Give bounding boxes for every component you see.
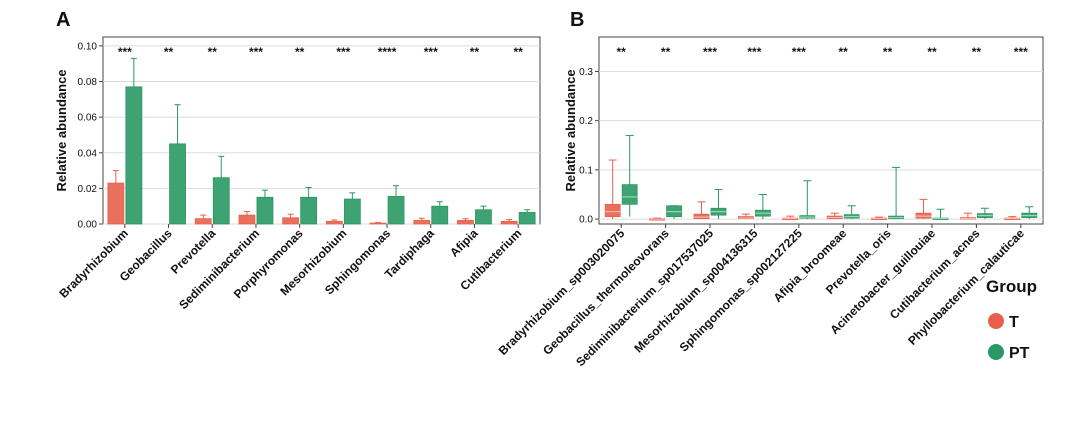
box-t [649,217,665,221]
legend-label-pt: PT [1009,345,1030,362]
legend-swatch-pt [988,344,1004,360]
significance-a: ** [513,45,523,59]
box-body [604,203,621,218]
y-tick-label-a: 0.06 [78,113,98,124]
significance-a: ** [164,45,174,59]
box-t [782,215,799,220]
bar-pt [518,212,536,225]
legend-title: Group [986,277,1037,296]
box-t [738,213,754,220]
y-tick-label-a: 0.02 [78,184,98,195]
significance-b: *** [703,45,717,59]
box-t [1004,216,1021,220]
bar-t [369,222,387,225]
significance-a: ** [470,45,480,59]
plot-area-a [102,36,541,225]
significance-b: ** [972,45,982,59]
y-tick-label-a: 0.00 [78,220,98,231]
y-tick-label-b: 0.0 [579,215,593,226]
y-tick-label-b: 0.2 [579,116,593,127]
y-tick-label-b: 0.1 [579,165,593,176]
panel-a-label: A [56,9,70,31]
bar-t [194,218,212,225]
box-t [693,201,710,220]
box-pt [977,207,993,220]
significance-b: ** [839,45,849,59]
significance-b: ** [883,45,893,59]
box-body [621,184,638,205]
box-t [604,159,621,220]
y-axis-label-b: Relative abundance [563,69,578,191]
box-pt [843,205,860,220]
bar-pt [125,86,143,225]
significance-a: *** [424,45,438,59]
x-tick-label-a: Bradyrhizobium [56,226,130,300]
bar-pt [387,195,405,225]
bar-pt [343,198,361,225]
significance-a: *** [249,45,263,59]
legend-swatch-t [988,313,1004,329]
significance-a: ** [295,45,305,59]
panel-a: A 0.00 0.02 0.04 0.06 0.08 0.10 Relative abunda… [54,9,541,312]
significance-b: *** [747,45,761,59]
bar-pt [212,177,230,225]
box-pt [666,205,682,220]
x-tick-label-a: Sediminibacterium [176,226,262,312]
box-pt [932,208,949,220]
y-tick-label-b: 0.3 [579,67,593,78]
box-body [693,213,710,219]
y-tick-label-a: 0.10 [78,41,98,52]
box-pt [755,193,771,220]
plot-area-b [598,36,1044,225]
box-t [915,198,932,220]
x-tick-label-a: Afipia [447,226,481,260]
box-pt [888,166,904,220]
box-t [826,212,843,220]
bar-pt [300,196,318,225]
significance-a: ** [208,45,218,59]
legend-label-t: T [1009,314,1019,331]
bar-t [457,220,474,225]
box-t [960,212,976,220]
box-pt [710,189,727,220]
significance-a: *** [336,45,350,59]
panel-b-label: B [570,9,584,31]
y-tick-label-a: 0.08 [78,77,98,88]
significance-b: *** [792,45,806,59]
bar-t [325,220,343,225]
bar-pt [475,209,492,225]
bar-pt [431,205,449,225]
y-tick-label-a: 0.04 [78,148,98,159]
significance-b: ** [661,45,671,59]
legend: Group T PT [986,277,1037,362]
significance-a: **** [378,45,397,59]
significance-b: ** [617,45,627,59]
box-pt [799,180,816,220]
bar-t [413,220,431,225]
bar-pt [169,143,186,225]
significance-b: ** [927,45,937,59]
box-pt [1021,206,1038,220]
y-axis-label-a: Relative abundance [54,69,69,191]
bar-t [282,217,300,225]
bar-pt [256,196,274,225]
significance-a: *** [118,45,132,59]
bar-t [500,220,518,225]
bar-t [238,214,256,225]
significance-b: *** [1014,45,1028,59]
bar-t [107,182,125,225]
box-t [871,216,887,220]
box-pt [621,134,638,217]
